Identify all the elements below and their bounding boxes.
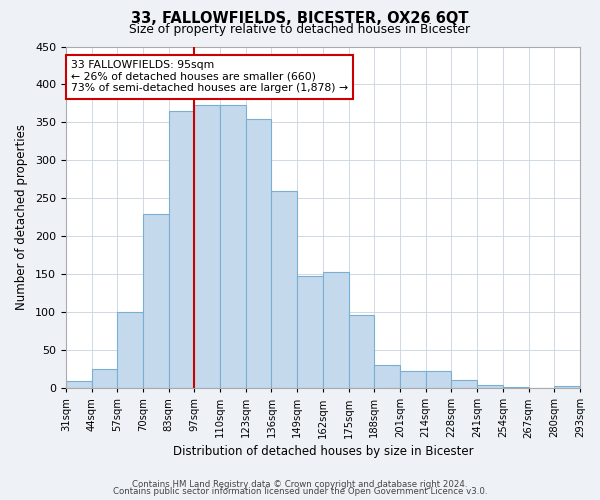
Bar [271, 191, 297, 388]
Text: Size of property relative to detached houses in Bicester: Size of property relative to detached ho… [130, 22, 470, 36]
Bar [554, 386, 580, 388]
Y-axis label: Number of detached properties: Number of detached properties [15, 124, 28, 310]
Text: Contains HM Land Registry data © Crown copyright and database right 2024.: Contains HM Land Registry data © Crown c… [132, 480, 468, 489]
Bar [323, 272, 349, 388]
Bar [194, 105, 220, 388]
Text: 33, FALLOWFIELDS, BICESTER, OX26 6QT: 33, FALLOWFIELDS, BICESTER, OX26 6QT [131, 11, 469, 26]
Bar [92, 369, 117, 388]
Bar [66, 380, 92, 388]
Bar [143, 214, 169, 388]
Bar [477, 385, 503, 388]
Bar [349, 314, 374, 388]
Bar [426, 372, 451, 388]
Bar [451, 380, 477, 388]
Bar [297, 276, 323, 388]
Bar [117, 312, 143, 388]
Bar [169, 111, 194, 388]
Bar [374, 366, 400, 388]
X-axis label: Distribution of detached houses by size in Bicester: Distribution of detached houses by size … [173, 444, 473, 458]
Text: 33 FALLOWFIELDS: 95sqm
← 26% of detached houses are smaller (660)
73% of semi-de: 33 FALLOWFIELDS: 95sqm ← 26% of detached… [71, 60, 348, 94]
Bar [246, 118, 271, 388]
Bar [220, 105, 246, 388]
Bar [400, 372, 426, 388]
Text: Contains public sector information licensed under the Open Government Licence v3: Contains public sector information licen… [113, 487, 487, 496]
